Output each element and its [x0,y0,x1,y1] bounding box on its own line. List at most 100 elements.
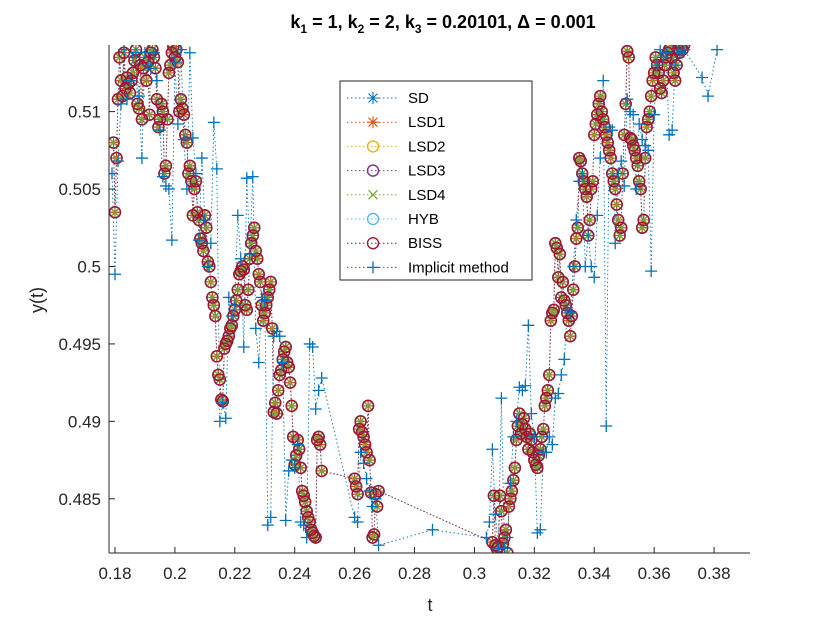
biss-point [183,159,197,173]
implicit-method-point [561,303,574,316]
implicit-method-point [279,514,292,527]
biss-point [116,89,129,103]
legend-marker [366,212,380,226]
biss-point [307,529,321,543]
biss-point [210,350,224,363]
biss-point [541,384,555,397]
biss-point [179,128,192,142]
y-tick-label: 0.51 [68,103,101,122]
lsd4-point [270,397,281,408]
implicit-method-point [216,396,229,409]
implicit-method-point [165,234,178,247]
lsd4-point [532,462,543,473]
implicit-method-point [258,294,271,307]
lsd4-point [110,207,120,218]
biss-point [638,151,652,165]
implicit-method-point [240,172,253,185]
implicit-method-point [162,183,175,196]
implicit-method-point [357,457,370,470]
biss-point [622,51,635,64]
implicit-method-point [156,170,169,183]
implicit-method-point [489,508,502,521]
implicit-method-point [666,124,679,137]
implicit-method-point [594,152,607,165]
legend-item-implicit-method: Implicit method [347,259,509,276]
biss-point [284,376,297,389]
legend-box [339,80,533,281]
implicit-method-point [144,62,157,75]
x-tick-label: 0.26 [338,564,371,583]
implicit-method-point [132,90,145,103]
y-tick-label: 0.505 [58,180,101,199]
lsd4-point [620,98,631,109]
implicit-method-point [618,179,631,192]
lsd4-point [565,331,576,342]
implicit-method-point [261,519,274,532]
biss-point [266,322,279,335]
markers-implicit-method [109,45,724,553]
biss-point [348,472,361,485]
implicit-method-point [207,116,220,129]
implicit-method-point [117,45,130,56]
legend-marker [367,261,379,274]
biss-point [285,399,298,413]
lsd4-point [574,153,585,164]
biss-point [297,489,310,502]
lsd4-point [210,311,221,321]
lsd4-point [273,385,284,396]
implicit-method-point [294,516,307,529]
lsd4-point [186,176,197,187]
lsd4-point [619,129,630,140]
biss-point [315,464,328,478]
implicit-method-point [360,472,373,485]
biss-point [258,306,271,320]
biss-point [126,66,140,80]
implicit-method-point [141,59,154,72]
implicit-method-point [306,341,319,354]
biss-point [504,492,517,505]
legend-marker [367,116,379,129]
implicit-method-point [636,133,649,146]
implicit-method-point [600,420,613,432]
lsd4-point [584,215,595,225]
implicit-method-point [351,516,364,529]
implicit-method-point [369,492,382,505]
implicit-method-point [582,229,595,242]
biss-point [585,182,598,196]
implicit-method-point [363,485,376,498]
biss-line [113,45,685,553]
lsd4-point [205,277,216,287]
biss-point [552,271,565,284]
y-tick-label: 0.495 [58,335,101,354]
implicit-method-point [627,108,640,121]
biss-point [177,108,191,121]
lsd4-point [316,465,327,476]
lsd4-point [369,529,380,540]
biss-point [556,275,569,289]
implicit-method-point [633,117,646,130]
implicit-method-point [528,430,541,443]
implicit-method-point [534,523,547,536]
biss-point [514,427,528,440]
series-biss [113,45,685,553]
implicit-method-point [225,310,238,323]
implicit-method-point [651,59,664,72]
lsd4-point [509,462,520,473]
implicit-method-point [531,526,544,539]
implicit-method-point [285,454,298,467]
biss-point [502,500,516,513]
biss-point [612,213,625,227]
implicit-method-point [111,155,124,168]
biss-point [553,247,566,261]
implicit-method-point [120,93,133,106]
biss-point [601,136,614,149]
biss-point [191,206,204,219]
biss-point [161,113,174,126]
biss-point [174,93,188,106]
biss-point [264,275,277,289]
biss-point [487,489,501,502]
biss-point [619,97,632,111]
y-tick-label: 0.485 [58,490,101,509]
implicit-method-point [507,430,520,443]
lsd4-point [226,320,237,331]
